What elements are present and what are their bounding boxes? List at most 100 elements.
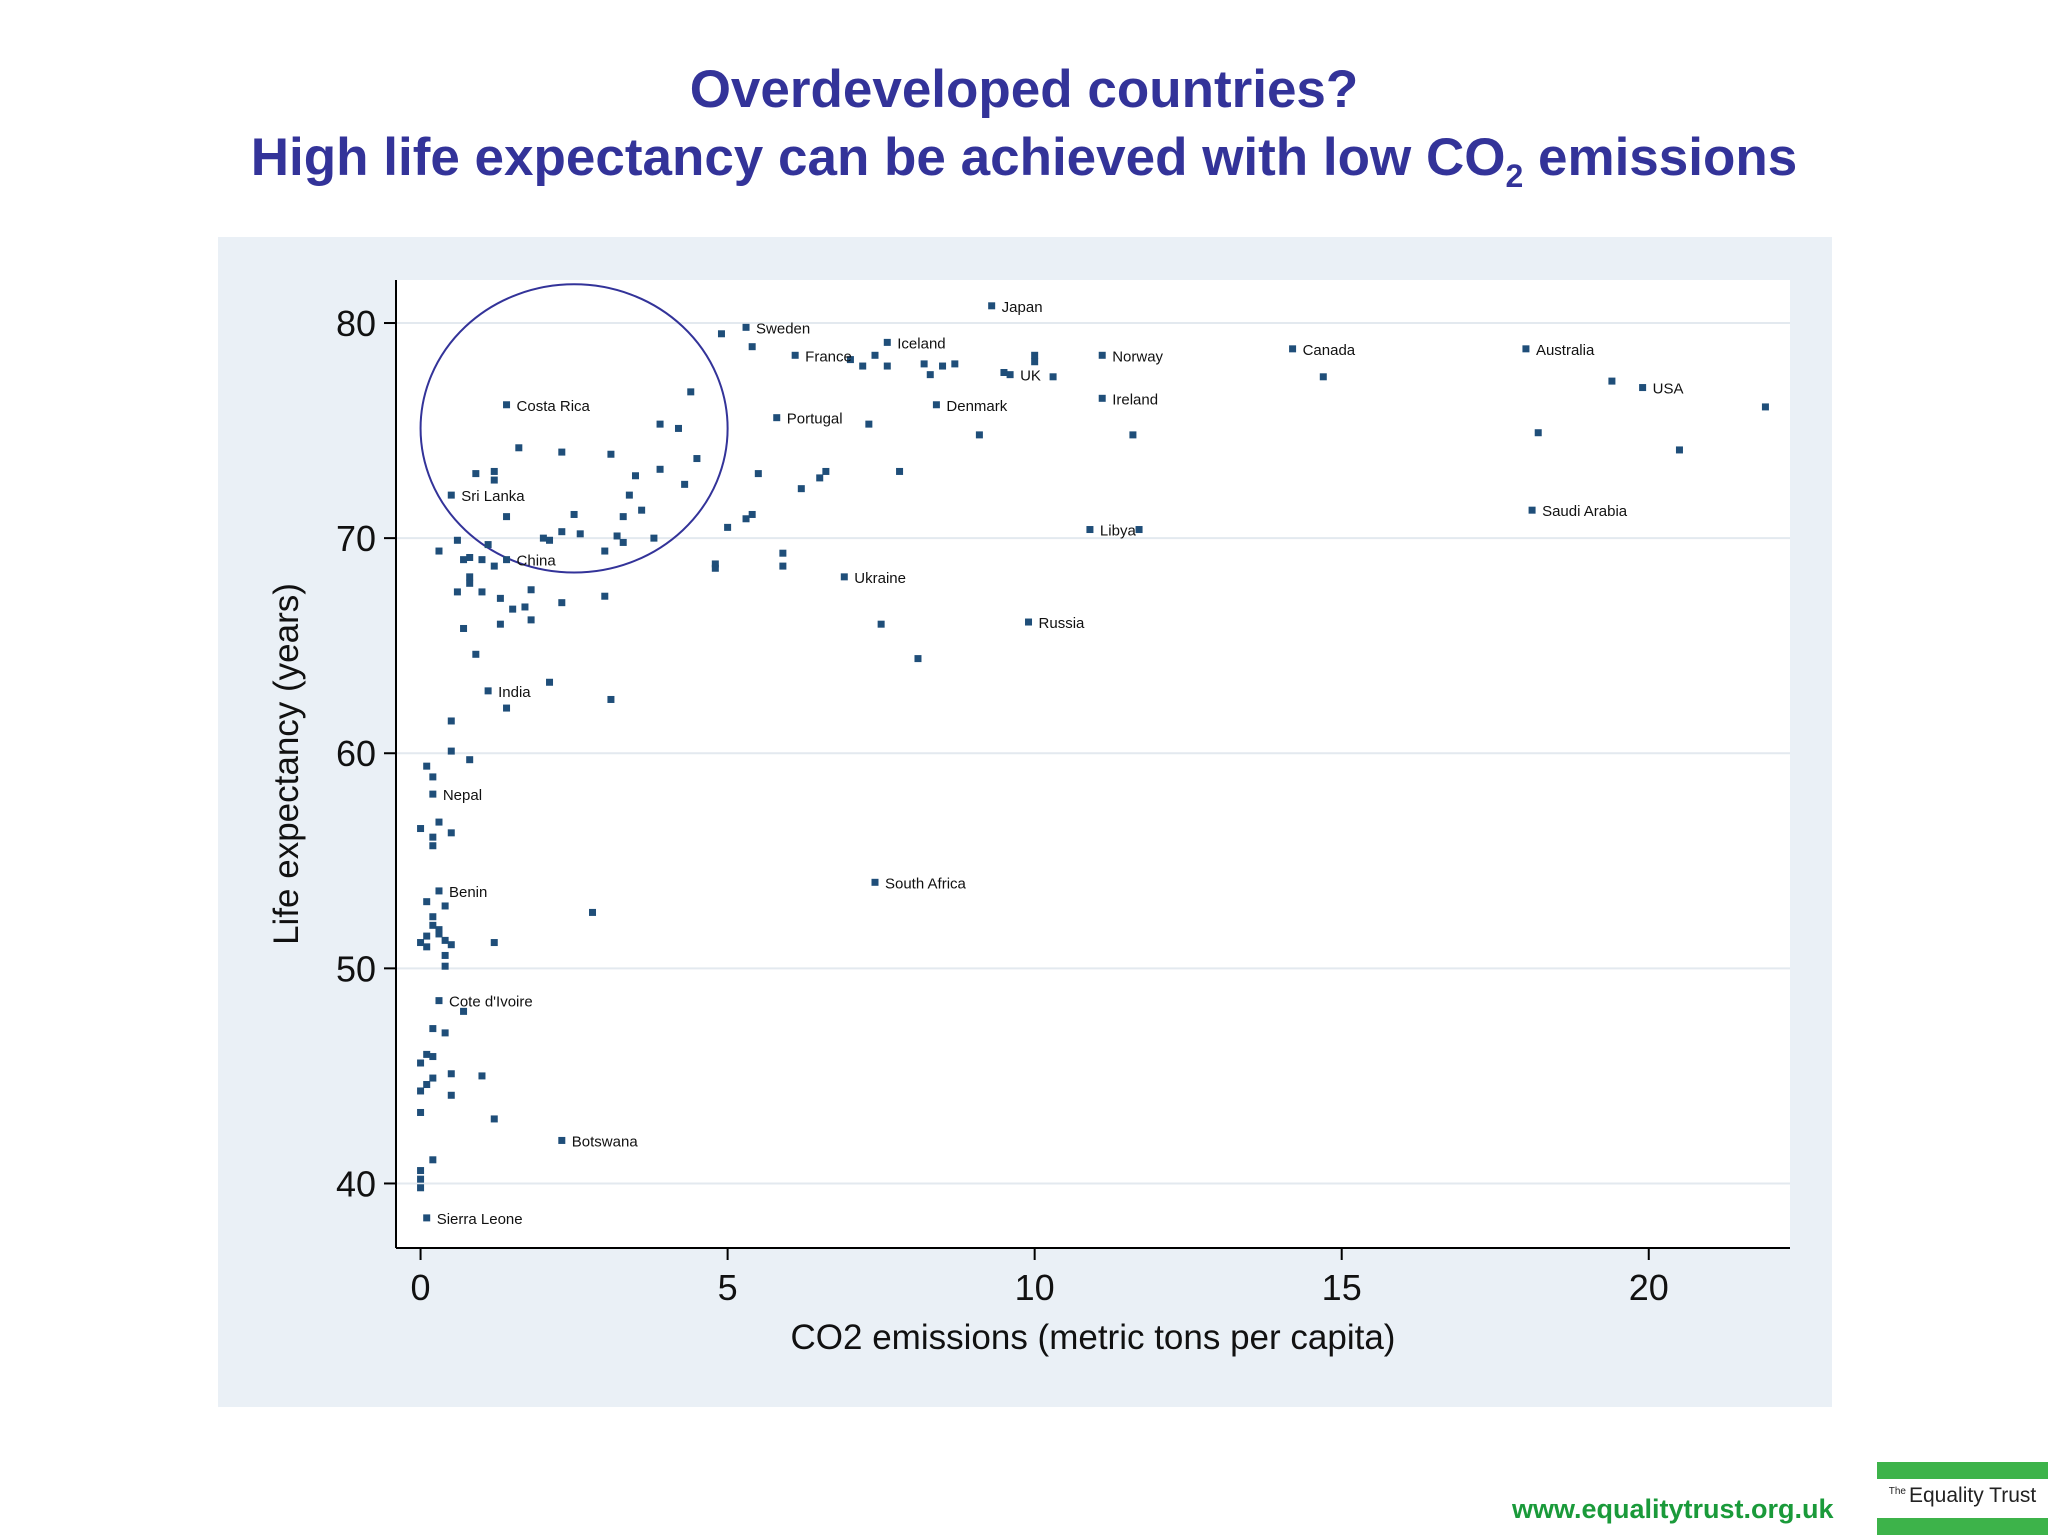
data-point (546, 536, 554, 544)
data-point (883, 362, 891, 370)
data-point (441, 951, 449, 959)
data-point (816, 474, 824, 482)
data-point (503, 704, 511, 712)
equality-trust-logo: The Equality Trust (1877, 1462, 2048, 1536)
labeled-data-point (1006, 371, 1014, 379)
title-line-2-end: emissions (1523, 128, 1798, 187)
data-point (441, 902, 449, 910)
y-tick-label: 50 (336, 948, 376, 989)
data-point (1319, 373, 1327, 381)
data-point (1049, 373, 1057, 381)
scatter-chart: Japan Sweden Iceland France Canada Australia N… (267, 280, 1790, 1357)
labeled-data-point (1098, 351, 1106, 359)
data-point (625, 491, 633, 499)
data-point (779, 549, 787, 557)
data-point (717, 330, 725, 338)
data-point (877, 620, 885, 628)
data-point (447, 829, 455, 837)
logo-bar-top (1877, 1462, 2048, 1479)
data-point (429, 1156, 437, 1164)
data-point (496, 620, 504, 628)
point-label: Sweden (756, 320, 810, 337)
data-point (478, 588, 486, 596)
data-point (558, 528, 566, 536)
data-point (490, 1115, 498, 1123)
data-point (478, 1072, 486, 1080)
data-point (515, 444, 523, 452)
data-point (975, 431, 983, 439)
data-point (681, 480, 689, 488)
y-tick-label: 80 (336, 303, 376, 344)
data-point (619, 538, 627, 546)
data-point (607, 695, 615, 703)
data-point (865, 420, 873, 428)
point-label: India (498, 684, 531, 701)
data-point (601, 592, 609, 600)
point-label: Japan (1002, 299, 1043, 316)
data-point (558, 599, 566, 607)
data-point (546, 678, 554, 686)
data-point (896, 467, 904, 475)
data-point (951, 360, 959, 368)
data-point (423, 932, 431, 940)
labeled-data-point (423, 1214, 431, 1222)
title-line-2-main: High life expectancy can be achieved wit… (250, 128, 1506, 187)
labeled-data-point (1086, 526, 1094, 534)
point-label: Botswana (572, 1133, 639, 1150)
data-point (466, 756, 474, 764)
title-line-1: Overdeveloped countries? (689, 60, 1359, 119)
point-label: Sierra Leone (437, 1211, 523, 1228)
data-point (724, 523, 732, 531)
y-tick-label: 60 (336, 733, 376, 774)
data-point (441, 962, 449, 970)
data-point (429, 833, 437, 841)
point-label: Norway (1112, 348, 1163, 365)
labeled-data-point (503, 401, 511, 409)
footer-url[interactable]: www.equalitytrust.org.uk (1512, 1494, 1834, 1524)
logo-text: The Equality Trust (1877, 1484, 2048, 1508)
data-point (576, 530, 584, 538)
data-point (417, 1059, 425, 1067)
data-point (460, 624, 468, 632)
x-tick-label: 10 (1015, 1267, 1055, 1308)
data-point (447, 1091, 455, 1099)
labeled-data-point (883, 338, 891, 346)
data-point (429, 1074, 437, 1082)
point-label: USA (1653, 381, 1684, 398)
data-point (1031, 351, 1039, 359)
point-label: Denmark (946, 398, 1007, 415)
data-point (417, 1184, 425, 1192)
point-label: Australia (1536, 342, 1595, 359)
data-point (460, 1007, 468, 1015)
x-tick-label: 5 (718, 1267, 738, 1308)
point-label: Cote d'Ivoire (449, 994, 533, 1011)
data-point (797, 485, 805, 493)
data-point (674, 424, 682, 432)
data-point (478, 556, 486, 564)
data-point (656, 420, 664, 428)
data-point (939, 362, 947, 370)
x-axis-label: CO2 emissions (metric tons per capita) (791, 1318, 1396, 1357)
data-point (429, 921, 437, 929)
data-point (466, 579, 474, 587)
slide-title: Overdeveloped countries? High life expec… (0, 56, 2048, 192)
data-point (503, 513, 511, 521)
data-point (601, 547, 609, 555)
data-point (423, 1050, 431, 1058)
data-point (441, 1029, 449, 1037)
chart-panel: Japan Sweden Iceland France Canada Australia N… (218, 237, 1832, 1407)
labeled-data-point (503, 556, 511, 564)
data-point (1761, 403, 1769, 411)
point-label: France (805, 348, 852, 365)
point-label: Iceland (897, 335, 945, 352)
data-point (650, 534, 658, 542)
data-point (1000, 368, 1008, 376)
data-point (484, 541, 492, 549)
data-point (589, 908, 597, 916)
data-point (1031, 358, 1039, 366)
data-point (527, 586, 535, 594)
data-point (631, 472, 639, 480)
gridlines (396, 322, 1790, 1185)
point-label: Sri Lanka (461, 488, 525, 505)
labeled-data-point (447, 491, 455, 499)
